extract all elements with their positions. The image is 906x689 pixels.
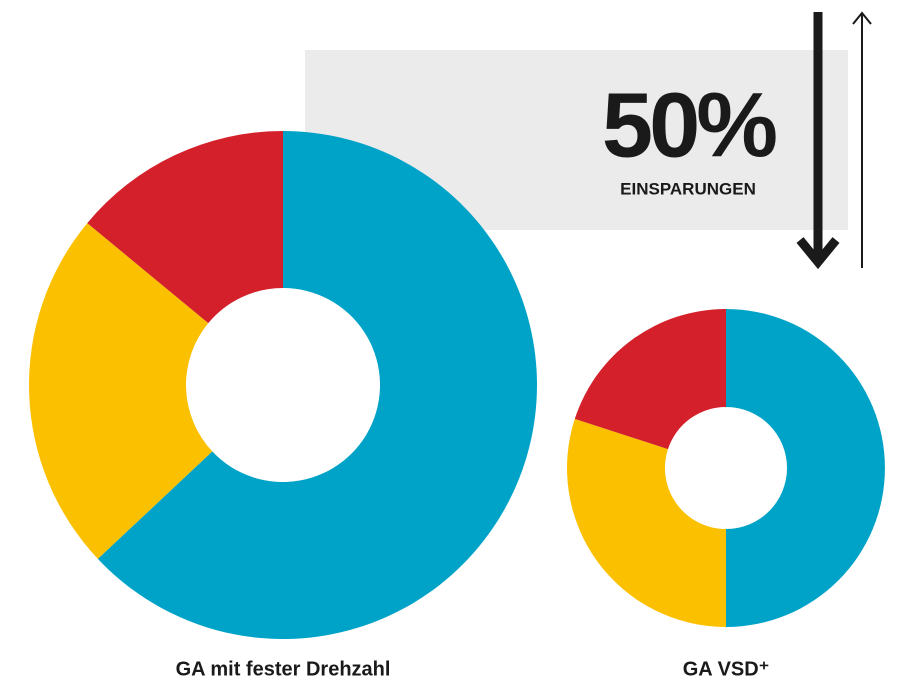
chart-title: GA mit fester Drehzahl [176, 658, 391, 680]
donut-slice [29, 223, 213, 559]
donut-slice [726, 309, 885, 627]
donut-slice [574, 309, 726, 450]
up-arrow-head [852, 11, 872, 25]
savings-label: EINSPARUNGEN [620, 179, 756, 198]
down-arrow-head [796, 237, 840, 270]
chart-title: GA VSD⁺ [683, 658, 770, 680]
savings-value: 50% [602, 74, 776, 176]
donut-slice [97, 131, 537, 639]
donut-slice [87, 131, 283, 324]
donut-slice [567, 418, 726, 627]
